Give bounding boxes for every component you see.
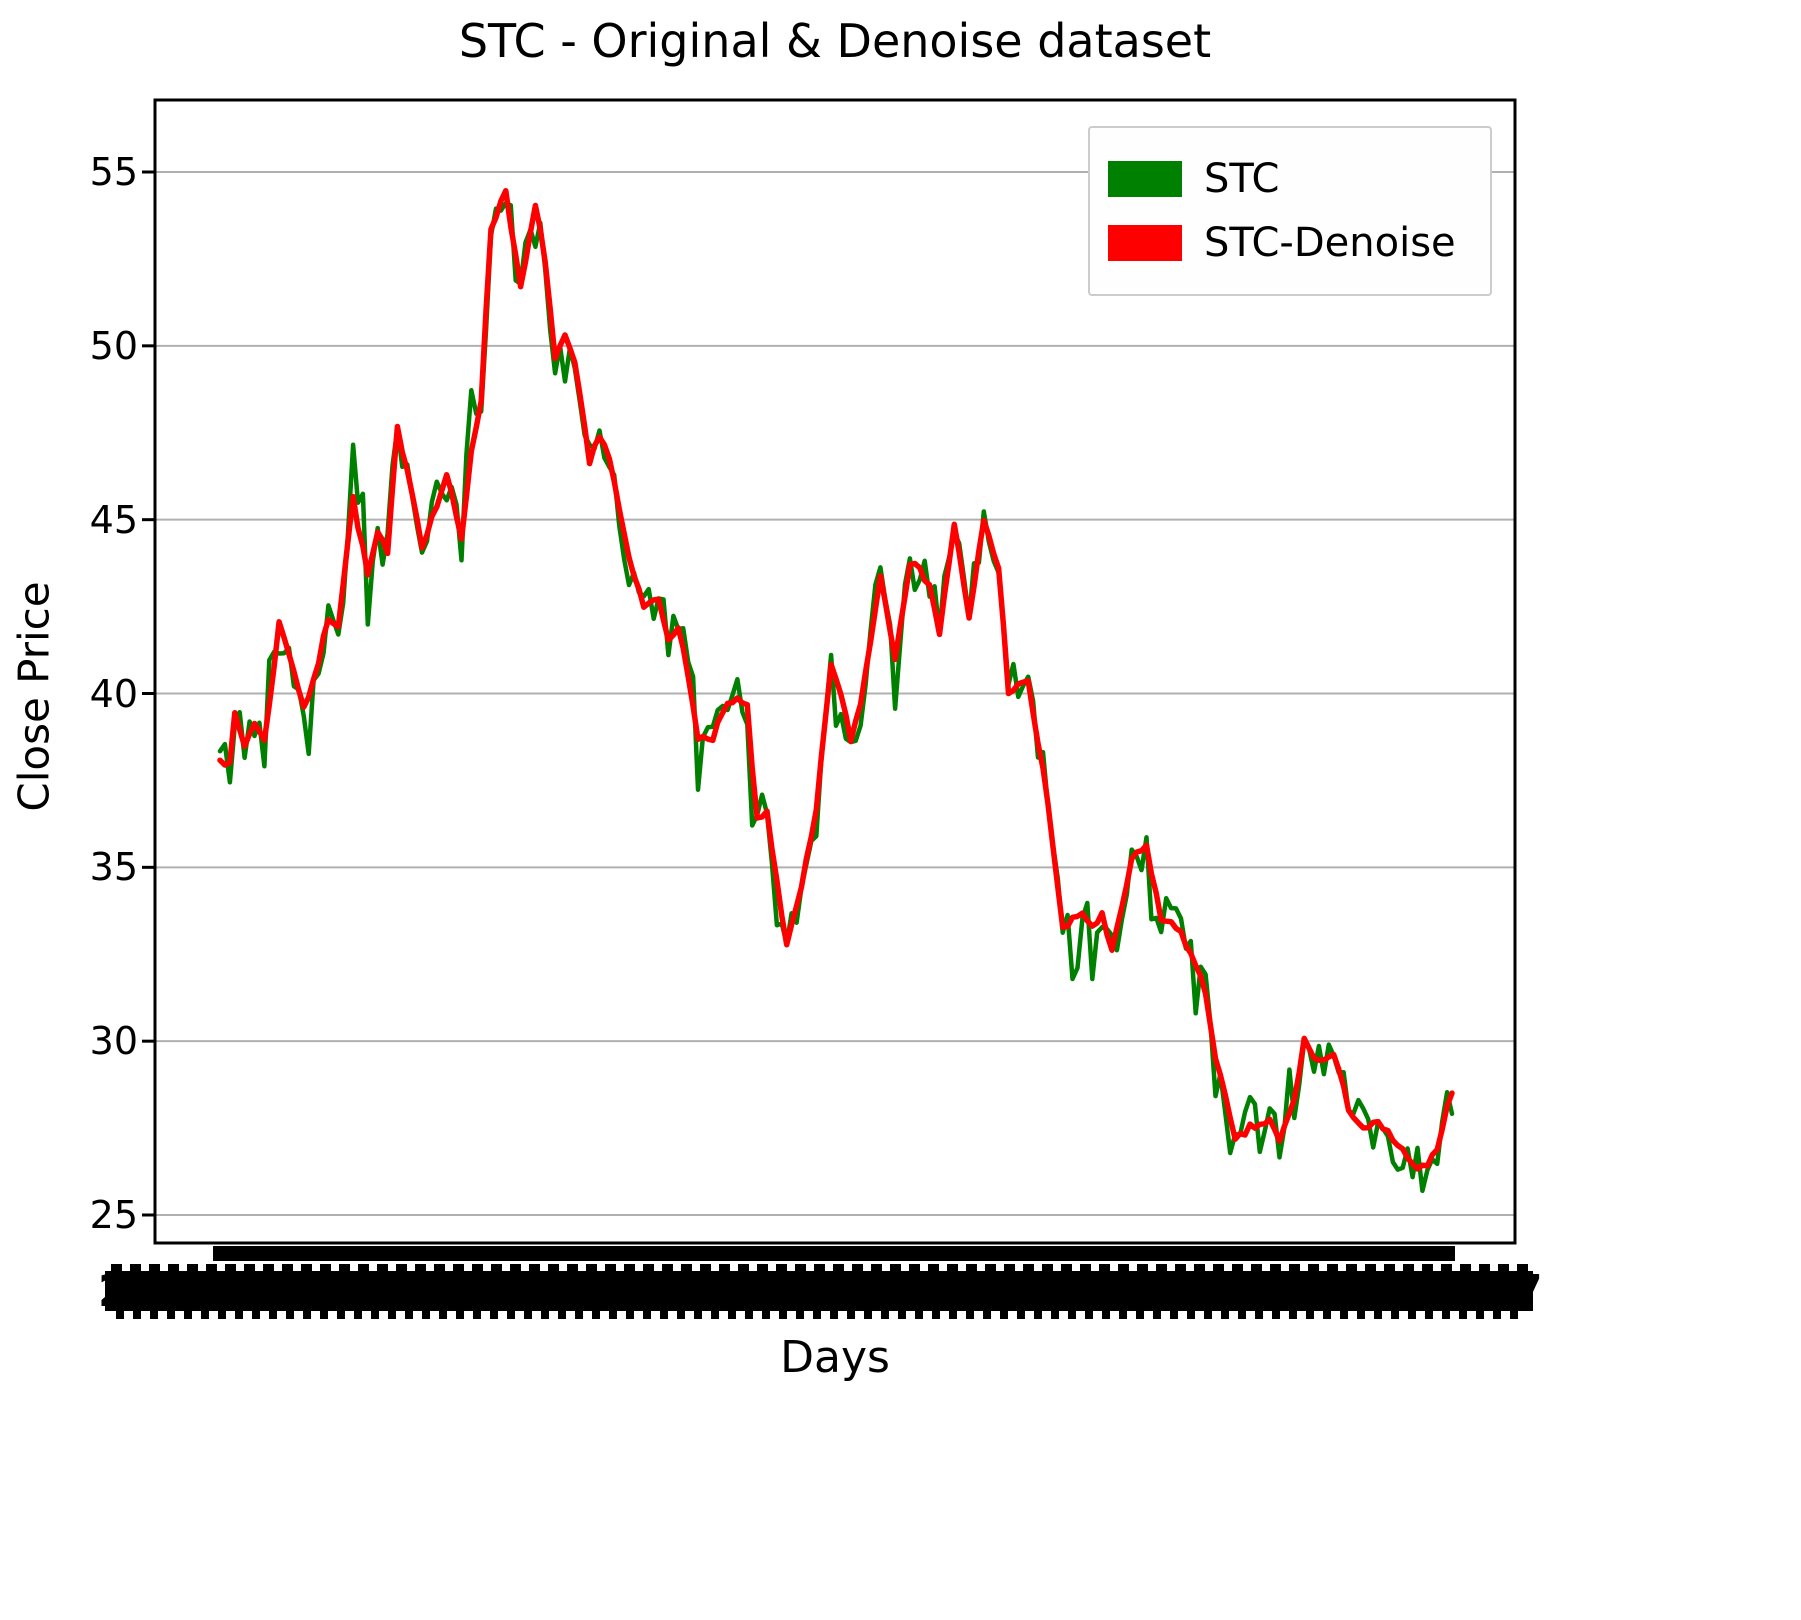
y-tick-label: 25 bbox=[89, 1193, 138, 1237]
stc-line bbox=[217, 200, 1455, 1194]
legend-swatch-stc bbox=[1108, 161, 1182, 197]
y-tick-label: 35 bbox=[89, 845, 138, 890]
legend: STC STC-Denoise bbox=[1088, 126, 1492, 296]
chart-title: STC - Original & Denoise dataset bbox=[458, 14, 1212, 68]
x-axis-label: Days bbox=[780, 1332, 890, 1383]
y-tick-label: 30 bbox=[89, 1019, 138, 1064]
y-tick-label: 40 bbox=[89, 671, 138, 716]
y-tick-label: 55 bbox=[89, 150, 138, 194]
legend-item-stc: STC bbox=[1108, 156, 1490, 202]
legend-item-stc-denoise: STC-Denoise bbox=[1108, 220, 1490, 266]
y-tick-label: 50 bbox=[89, 323, 138, 368]
x-tick-marks-bar bbox=[213, 1246, 1455, 1261]
stc-denoise-line bbox=[217, 187, 1455, 1172]
y-tick-marks bbox=[142, 170, 155, 1217]
x-tick-fragment-right: 7 bbox=[1512, 1266, 1543, 1317]
x-tick-fragment-left: 2 bbox=[98, 1266, 129, 1317]
legend-label-stc: STC bbox=[1204, 156, 1280, 202]
plot-border bbox=[153, 98, 1517, 1245]
y-tick-label: 45 bbox=[89, 497, 138, 542]
series-lines bbox=[217, 187, 1455, 1194]
legend-swatch-stc-denoise bbox=[1108, 225, 1182, 261]
y-axis-label: Close Price bbox=[9, 581, 59, 812]
x-tick-labels-smear bbox=[105, 1264, 1533, 1319]
legend-label-stc-denoise: STC-Denoise bbox=[1204, 220, 1456, 266]
